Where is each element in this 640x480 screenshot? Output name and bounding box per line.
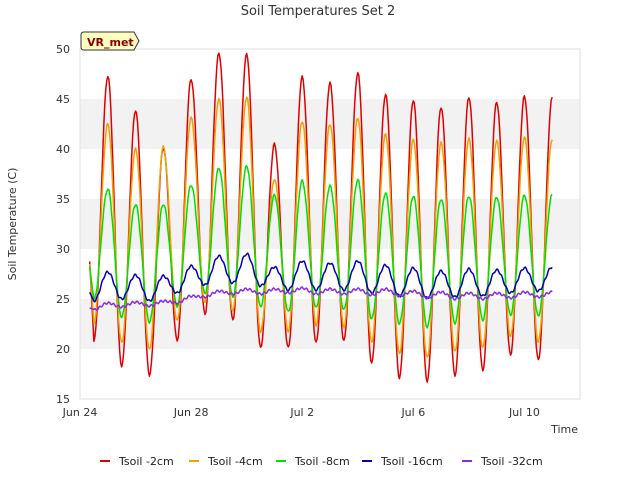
grid-band — [80, 49, 580, 99]
grid-band — [80, 199, 580, 249]
y-tick-label: 50 — [56, 43, 70, 56]
x-axis-label: Time — [550, 423, 578, 436]
series-layer — [88, 52, 553, 383]
y-axis-ticks: 15 20 25 30 35 40 45 50 — [56, 43, 70, 406]
badge-shape — [80, 31, 140, 51]
x-tick-label: Jul 2 — [289, 406, 314, 419]
legend: Tsoil -2cm Tsoil -4cm Tsoil -8cm Tsoil -16c… — [100, 455, 543, 468]
series-line-tsoil4cm — [88, 96, 553, 358]
y-tick-label: 20 — [56, 343, 70, 356]
legend-label: Tsoil -16cm — [380, 455, 443, 468]
x-tick-label: Jun 28 — [173, 406, 209, 419]
y-tick-label: 30 — [56, 243, 70, 256]
grid-band — [80, 299, 580, 349]
grid-bands — [80, 49, 580, 399]
x-tick-label: Jun 24 — [62, 406, 98, 419]
legend-label: Tsoil -8cm — [294, 455, 350, 468]
series-line-tsoil16cm — [89, 252, 553, 303]
series-line-tsoil32cm — [89, 286, 553, 312]
chart-title: Soil Temperatures Set 2 — [241, 4, 396, 19]
plot-area-border — [79, 48, 581, 400]
y-tick-label: 45 — [56, 93, 70, 106]
legend-label: Tsoil -2cm — [118, 455, 174, 468]
grid-band — [80, 149, 580, 199]
grid-band — [80, 99, 580, 149]
site-badge: VR_met — [80, 31, 140, 51]
legend-label: Tsoil -32cm — [480, 455, 543, 468]
y-tick-label: 15 — [56, 393, 70, 406]
badge-label: VR_met — [87, 36, 134, 49]
legend-label: Tsoil -4cm — [207, 455, 263, 468]
x-axis-ticks: Jun 24 Jun 28 Jul 2 Jul 6 Jul 10 — [62, 406, 540, 419]
y-tick-label: 35 — [56, 193, 70, 206]
x-tick-label: Jul 10 — [508, 406, 540, 419]
series-line-tsoil8cm — [88, 165, 553, 329]
grid-band — [80, 349, 580, 399]
y-axis-label: Soil Temperature (C) — [6, 168, 19, 281]
y-tick-label: 40 — [56, 143, 70, 156]
grid-band — [80, 249, 580, 299]
y-tick-label: 25 — [56, 293, 70, 306]
x-tick-label: Jul 6 — [400, 406, 425, 419]
